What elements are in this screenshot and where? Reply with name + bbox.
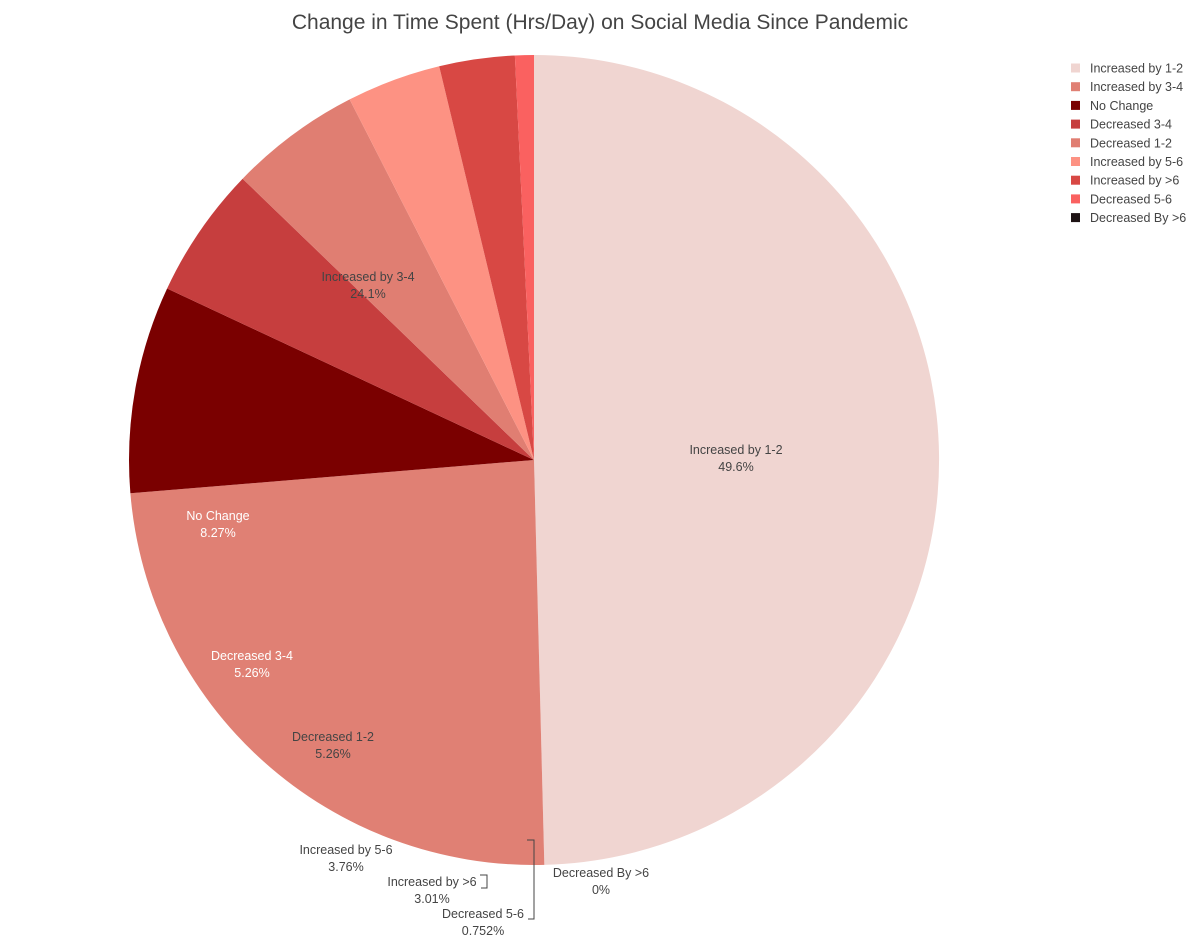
legend-swatch-3[interactable] (1071, 119, 1080, 129)
slice-label-name-2: No Change (186, 509, 249, 523)
legend-label-5[interactable]: Increased by 5-6 (1090, 155, 1183, 169)
pie-slice-7[interactable] (514, 54, 534, 460)
legend-label-8[interactable]: Decreased By >6 (1090, 211, 1186, 225)
legend-swatch-1[interactable] (1071, 82, 1080, 92)
slice-label-name-0: Increased by 1-2 (689, 443, 782, 457)
slice-label-name-6: Increased by >6 (387, 875, 476, 889)
legend-swatch-8[interactable] (1071, 213, 1080, 223)
leader-line-7 (527, 839, 535, 920)
pie-slice-0[interactable] (534, 54, 940, 865)
slice-label-value-5: 3.76% (328, 860, 363, 874)
slice-label-value-8: 0% (592, 883, 610, 897)
legend-swatch-6[interactable] (1071, 175, 1080, 185)
legend-label-4[interactable]: Decreased 1-2 (1090, 136, 1172, 150)
pie-slice-3[interactable] (167, 178, 535, 460)
legend-swatch-7[interactable] (1071, 194, 1080, 204)
slice-labels: Increased by 1-2 49.6% Increased by 3-4 24.… (186, 270, 782, 938)
slice-label-name-5: Increased by 5-6 (299, 843, 392, 857)
slice-label-name-7: Decreased 5-6 (442, 907, 524, 921)
slice-label-value-4: 5.26% (315, 747, 350, 761)
pie-slice-4[interactable] (242, 99, 534, 460)
slice-label-value-1: 24.1% (350, 287, 385, 301)
legend-label-6[interactable]: Increased by >6 (1090, 174, 1179, 188)
slice-label-value-7: 0.752% (462, 924, 504, 938)
legend-swatch-2[interactable] (1071, 100, 1080, 110)
legend-label-3[interactable]: Decreased 3-4 (1090, 118, 1172, 132)
legend-label-7[interactable]: Decreased 5-6 (1090, 192, 1172, 206)
legend-swatch-0[interactable] (1071, 63, 1080, 73)
leader-line-6 (480, 874, 488, 889)
slice-label-value-6: 3.01% (414, 892, 449, 906)
legend[interactable]: Increased by 1-2 Increased by 3-4 No Chang… (1071, 62, 1186, 226)
legend-swatch-5[interactable] (1071, 157, 1080, 166)
slice-label-value-0: 49.6% (718, 460, 753, 474)
pie-slice-6[interactable] (439, 55, 534, 460)
legend-label-2[interactable]: No Change (1090, 99, 1153, 113)
pie-slices (129, 54, 940, 866)
chart-title: Change in Time Spent (Hrs/Day) on Social… (292, 11, 908, 34)
slice-label-value-2: 8.27% (200, 526, 235, 540)
legend-label-0[interactable]: Increased by 1-2 (1090, 62, 1183, 76)
slice-label-name-3: Decreased 3-4 (211, 649, 293, 663)
leader-lines (480, 839, 535, 920)
slice-label-name-1: Increased by 3-4 (321, 270, 414, 284)
pie-slice-2[interactable] (129, 288, 535, 494)
slice-label-name-8: Decreased By >6 (553, 866, 649, 880)
legend-label-1[interactable]: Increased by 3-4 (1090, 80, 1183, 94)
pie-slice-1[interactable] (130, 460, 545, 866)
pie-slice-5[interactable] (349, 66, 534, 460)
slice-label-value-3: 5.26% (234, 666, 269, 680)
slice-label-name-4: Decreased 1-2 (292, 730, 374, 744)
legend-swatch-4[interactable] (1071, 138, 1080, 148)
